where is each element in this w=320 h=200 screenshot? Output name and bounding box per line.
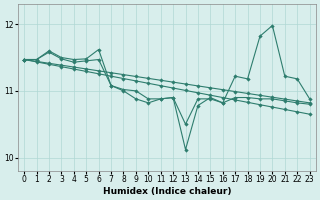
X-axis label: Humidex (Indice chaleur): Humidex (Indice chaleur): [103, 187, 231, 196]
